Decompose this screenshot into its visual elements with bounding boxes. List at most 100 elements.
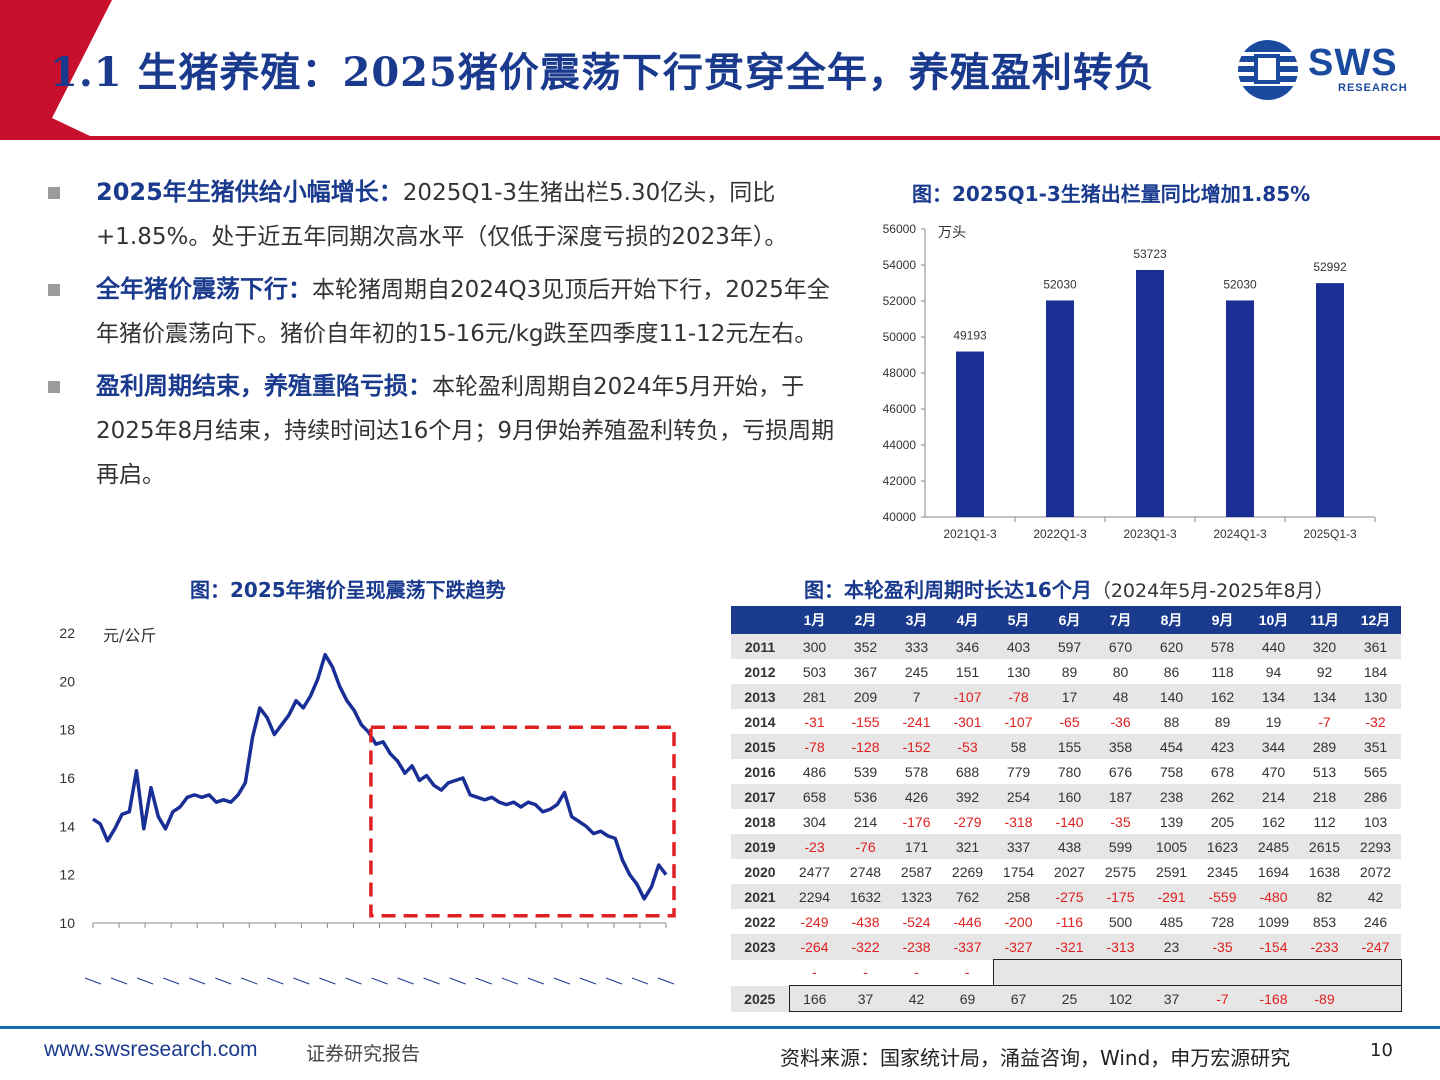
line-x-tick-label	[553, 977, 570, 985]
table-cell: -155	[851, 713, 880, 730]
footer-website-link[interactable]: www.swsresearch.com	[44, 1038, 258, 1061]
table-cell: 670	[1095, 634, 1146, 659]
line-x-tick-label	[501, 977, 518, 985]
bullet-square-icon	[48, 187, 60, 199]
table-title-sub: （2024年5月-2025年8月）	[1091, 580, 1334, 602]
table-header-cell: 5月	[993, 606, 1044, 634]
table-row: 2017 658 536 426 392 254 160 187 238 262 214 218 286	[731, 784, 1401, 809]
table-cell: -78	[789, 734, 840, 759]
table-cell: -176	[902, 813, 931, 830]
table-header-cell	[731, 606, 789, 634]
table-cell	[1248, 959, 1299, 986]
table-cell: 118	[1211, 663, 1234, 680]
table-header-cell: 7月	[1095, 606, 1146, 634]
table-cell: -154	[1248, 934, 1299, 960]
table-header-cell: 4月	[942, 606, 993, 634]
table-cell: 262	[1197, 784, 1248, 809]
line-x-tick-label	[267, 977, 284, 985]
table-cell: 2293	[1350, 834, 1401, 859]
table-row: 2014 -31 -155 -241 -301 -107 -65 -36 88 89 19 -7 -32	[731, 709, 1401, 734]
table-cell: 214	[1248, 784, 1299, 809]
table-cell: 485	[1159, 913, 1184, 930]
table-cell: 214	[853, 813, 878, 830]
table-cell: 19	[1265, 713, 1282, 730]
table-header-cell: 11月	[1299, 606, 1350, 634]
table-year-cell: 2011	[731, 634, 789, 659]
table-cell: -78	[993, 684, 1044, 709]
table-cell: -264	[789, 934, 840, 960]
table-cell: 23	[1146, 934, 1197, 960]
table-cell: 245	[904, 663, 929, 680]
bullet-profit: 盈利周期结束，养殖重陷亏损：本轮盈利周期自2024年5月开始，于2025年8月结…	[48, 364, 848, 497]
table-cell: 209	[840, 684, 891, 709]
table-header-cell: 1月	[789, 606, 840, 634]
table-cell: 103	[1363, 813, 1388, 830]
bar-y-tick-label: 50000	[883, 330, 917, 344]
table-cell: -152	[891, 734, 942, 759]
bar-x-tick-label: 2025Q1-3	[1303, 527, 1357, 541]
table-cell: 392	[942, 784, 993, 809]
table-header-cell: 8月	[1146, 606, 1197, 634]
bar-value-label: 52992	[1313, 260, 1347, 274]
table-year-cell: 2014	[744, 713, 776, 730]
table-cell: 162	[1197, 684, 1248, 709]
table-cell: -7	[1197, 985, 1248, 1012]
line-x-tick-label	[605, 977, 623, 985]
table-cell: -53	[942, 734, 993, 759]
table-cell: -301	[953, 713, 982, 730]
table-year-cell: 2025	[731, 985, 789, 1012]
table-cell: 470	[1261, 763, 1286, 780]
table-cell: 82	[1299, 884, 1350, 909]
table-cell: 2294	[789, 884, 840, 909]
table-cell: 218	[1299, 784, 1350, 809]
table-year-cell	[731, 960, 789, 986]
profit-table: 1月 2月 3月 4月 5月 6月 7月 8月 9月 10月 11月 12月 2011 300 352 333…	[731, 606, 1402, 1012]
table-cell: 42	[891, 985, 942, 1012]
table-cell: 1099	[1257, 913, 1290, 930]
table-cell	[1095, 959, 1146, 986]
table-cell: 440	[1248, 634, 1299, 659]
line-x-tick-label	[345, 977, 362, 985]
bar-value-label: 52030	[1043, 277, 1077, 291]
table-cell: -438	[851, 913, 880, 930]
table-cell	[1350, 959, 1402, 986]
table-cell: -35	[1197, 934, 1248, 960]
line-x-tick-label	[110, 977, 128, 985]
table-cell: 205	[1210, 813, 1235, 830]
table-cell: 2587	[900, 863, 933, 880]
table-cell: -23	[789, 834, 840, 859]
table-cell: -200	[1004, 913, 1033, 930]
table-cell: 333	[891, 634, 942, 659]
table-cell: 426	[891, 784, 942, 809]
bar-2025Q1-3	[1316, 283, 1344, 517]
table-header-cell: 12月	[1350, 606, 1401, 634]
table-cell: 2615	[1299, 834, 1350, 859]
table-cell: 1638	[1308, 863, 1341, 880]
table-row: 2023 -264 -322 -238 -337 -327 -321 -313 23 -35 -15…	[731, 934, 1401, 960]
bar-value-label: 53723	[1133, 247, 1167, 261]
table-row: 2013 281 209 7 -107 -78 17 48 140 162 134 134 130	[731, 684, 1401, 709]
table-year-cell: 2020	[744, 863, 776, 880]
table-cell: 513	[1312, 763, 1337, 780]
line-x-tick-label	[449, 977, 466, 985]
table-cell	[1299, 959, 1350, 986]
table-cell: 565	[1363, 763, 1388, 780]
table-row: 2012 503 367 245 151 130 89 80 86 118 94 92 184	[731, 659, 1401, 684]
bar-value-label: 49193	[953, 329, 987, 343]
table-year-cell: 2021	[731, 884, 789, 909]
table-cell: -116	[1056, 913, 1083, 930]
bar-y-tick-label: 46000	[883, 402, 917, 416]
table-cell: -175	[1095, 884, 1146, 909]
bullet-heading: 盈利周期结束，养殖重陷亏损：	[96, 372, 432, 400]
table-cell: 346	[942, 634, 993, 659]
table-cell: 344	[1248, 734, 1299, 759]
bar-x-tick-label: 2022Q1-3	[1033, 527, 1087, 541]
table-cell: 94	[1265, 663, 1282, 680]
table-cell: 80	[1112, 663, 1129, 680]
table-cell: -7	[1318, 713, 1331, 730]
line-y-tick-label: 14	[59, 818, 75, 834]
footer-divider	[0, 1026, 1440, 1029]
table-cell: 37	[840, 985, 891, 1012]
table-cell: 599	[1095, 834, 1146, 859]
table-title: 图：本轮盈利周期时长达16个月（2024年5月-2025年8月）	[804, 574, 1334, 603]
